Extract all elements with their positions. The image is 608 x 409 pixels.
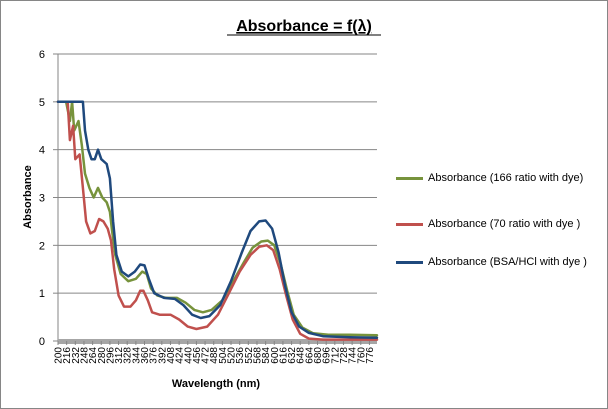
legend-item-bsa-hcl: Absorbance (BSA/HCl with dye ) xyxy=(396,254,587,270)
x-tick-label: 216 xyxy=(62,347,73,364)
x-tick-label: 264 xyxy=(88,347,99,364)
x-tick-label: 328 xyxy=(123,347,134,364)
x-axis-label: Wavelength (nm) xyxy=(172,378,261,390)
x-tick-label: 248 xyxy=(79,347,90,364)
tick-labels: 0123456200216232248264280296312328344360… xyxy=(39,49,376,364)
x-tick-label: 232 xyxy=(71,347,82,364)
legend-swatch-red xyxy=(396,222,423,226)
x-tick-label: 648 xyxy=(296,347,307,364)
y-tick-label: 4 xyxy=(39,145,45,157)
legend-item-166-ratio: Absorbance (166 ratio with dye) xyxy=(396,170,583,186)
gridlines xyxy=(58,53,377,294)
chart-title: Absorbance = f(λ) xyxy=(236,18,372,35)
y-tick-label: 2 xyxy=(39,240,45,252)
y-tick-label: 1 xyxy=(39,288,45,300)
x-axis-band xyxy=(58,339,377,344)
legend-label: Absorbance (166 ratio with dye) xyxy=(428,172,584,184)
x-tick-label: 200 xyxy=(54,347,65,364)
x-tick-label: 712 xyxy=(330,347,341,364)
x-tick-label: 376 xyxy=(149,347,160,364)
x-tick-label: 344 xyxy=(131,347,142,364)
x-tick-label: 760 xyxy=(356,347,367,364)
y-tick-label: 5 xyxy=(39,97,45,109)
series-line-0 xyxy=(56,100,379,337)
x-tick-label: 536 xyxy=(235,347,246,364)
x-tick-label: 424 xyxy=(175,347,186,364)
x-tick-label: 728 xyxy=(339,347,350,364)
y-tick-label: 6 xyxy=(39,49,45,61)
x-tick-label: 696 xyxy=(322,347,333,364)
x-tick-label: 664 xyxy=(304,347,315,364)
x-tick-label: 312 xyxy=(114,347,125,364)
x-tick-label: 552 xyxy=(244,347,255,364)
x-tick-label: 680 xyxy=(313,347,324,364)
x-tick-label: 504 xyxy=(218,347,229,364)
x-tick-label: 456 xyxy=(192,347,203,364)
x-tick-label: 360 xyxy=(140,347,151,364)
y-tick-label: 3 xyxy=(39,193,45,205)
legend-swatch-blue xyxy=(396,260,423,264)
legend-label: Absorbance (BSA/HCl with dye ) xyxy=(428,256,587,268)
legend-item-70-ratio: Absorbance (70 ratio with dye ) xyxy=(396,216,580,232)
x-tick-label: 280 xyxy=(97,347,108,364)
x-tick-label: 440 xyxy=(183,347,194,364)
y-axis-label: Absorbance xyxy=(22,165,34,229)
x-tick-label: 616 xyxy=(278,347,289,364)
x-tick-label: 632 xyxy=(287,347,298,364)
legend-label: Absorbance (70 ratio with dye ) xyxy=(428,218,581,230)
legend-swatch-green xyxy=(396,176,423,180)
x-tick-label: 408 xyxy=(166,347,177,364)
x-tick-label: 744 xyxy=(348,347,359,364)
series-line-1 xyxy=(56,100,379,341)
x-tick-label: 600 xyxy=(270,347,281,364)
x-tick-label: 520 xyxy=(227,347,238,364)
x-tick-label: 776 xyxy=(365,347,376,364)
x-tick-label: 392 xyxy=(157,347,168,364)
x-tick-label: 296 xyxy=(105,347,116,364)
x-tick-label: 584 xyxy=(261,347,272,364)
series-lines xyxy=(56,100,379,341)
y-tick-label: 0 xyxy=(39,336,45,348)
series-line-2 xyxy=(56,100,379,339)
x-tick-label: 472 xyxy=(201,347,212,364)
x-tick-label: 488 xyxy=(209,347,220,364)
axes xyxy=(53,53,377,345)
x-tick-label: 568 xyxy=(252,347,263,364)
